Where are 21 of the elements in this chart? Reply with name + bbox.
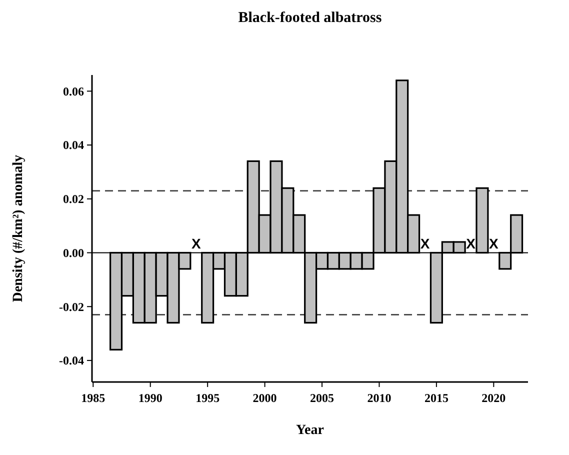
x-tick-label: 2005 [310, 391, 334, 405]
y-tick-label: 0.00 [63, 246, 84, 260]
y-tick-label: -0.04 [59, 354, 84, 368]
y-tick-label: -0.02 [59, 300, 84, 314]
annotation: X [488, 236, 499, 252]
y-tick-label: 0.04 [63, 138, 84, 152]
x-tick-label: 2015 [424, 391, 448, 405]
x-tick-label: 2000 [252, 391, 277, 405]
x-tick-label: 1995 [196, 391, 220, 405]
x-axis-title: Year [296, 423, 324, 438]
x-tick-label: 2020 [482, 391, 506, 405]
annotation: X [191, 236, 202, 252]
x-tick-label: 1990 [138, 391, 162, 405]
annotation: X [466, 236, 476, 252]
y-axis-title: Density (#/km²) anomaly [11, 154, 26, 302]
annotation: X [420, 236, 430, 252]
y-tick-label: 0.02 [63, 192, 84, 206]
x-tick-label: 2010 [367, 391, 392, 405]
x-tick-label: 1985 [81, 391, 106, 405]
y-tick-label: 0.06 [63, 84, 84, 98]
chart-title: Black-footed albatross [238, 10, 382, 26]
